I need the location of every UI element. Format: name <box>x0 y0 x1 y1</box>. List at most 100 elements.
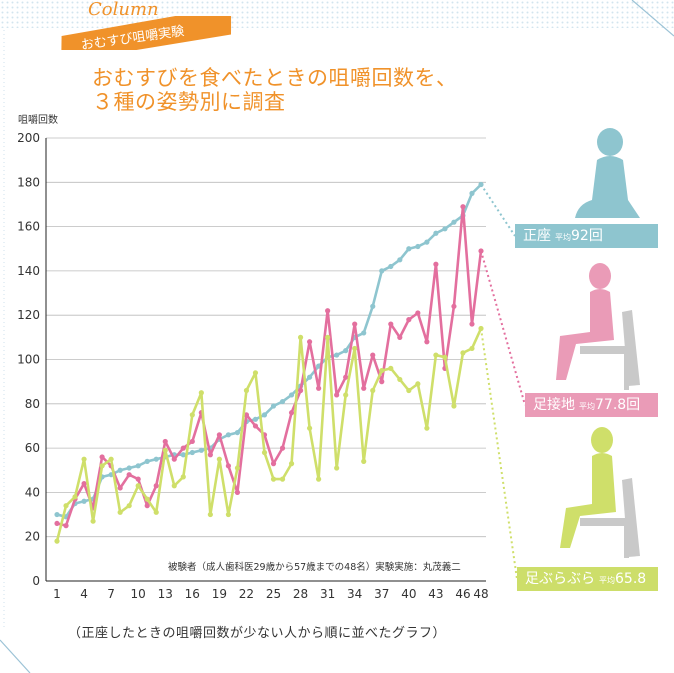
y-tick-label: 120 <box>17 308 40 322</box>
column-badge: おむすび咀嚼実験 <box>61 16 232 50</box>
bura-connector <box>480 328 518 580</box>
y-tick-label: 140 <box>17 264 40 278</box>
data-point <box>288 461 295 467</box>
x-tick-label: 1 <box>53 587 61 601</box>
data-point <box>388 263 394 270</box>
column-script-text: Column <box>88 0 159 20</box>
x-tick-label: 7 <box>107 587 115 601</box>
data-point <box>207 511 213 518</box>
headline-line2: ３種の姿勢別に調査 <box>92 90 286 114</box>
data-point <box>370 387 376 394</box>
data-point <box>325 334 331 340</box>
data-point <box>424 239 430 245</box>
data-point <box>81 456 87 462</box>
data-point <box>189 449 195 456</box>
data-point <box>306 339 313 345</box>
data-point <box>415 381 421 387</box>
bura-average-tag: 足ぶらぶら 平均65.8回 <box>517 567 658 613</box>
data-point <box>216 432 222 438</box>
data-point <box>225 463 232 469</box>
data-point <box>451 303 457 309</box>
data-point <box>126 503 132 509</box>
x-tick-label: 22 <box>239 587 254 601</box>
data-point <box>252 416 259 422</box>
data-point <box>90 518 96 524</box>
data-point <box>279 445 286 451</box>
data-point <box>460 350 466 356</box>
seiza-connector <box>480 183 516 237</box>
data-point <box>415 243 421 250</box>
data-point <box>117 467 123 473</box>
data-point <box>297 334 304 340</box>
data-point <box>234 429 241 436</box>
data-point <box>216 456 222 462</box>
data-point <box>379 268 385 274</box>
data-point <box>334 352 340 358</box>
data-point <box>433 230 439 236</box>
data-point <box>433 261 439 267</box>
y-tick-label: 160 <box>17 220 40 234</box>
data-point <box>469 321 475 327</box>
data-point <box>379 379 385 385</box>
bura-avg-label: 平均 <box>599 576 615 585</box>
data-point <box>180 445 186 451</box>
data-point <box>334 392 340 398</box>
data-point <box>144 496 150 502</box>
data-point <box>406 387 412 394</box>
data-point <box>343 374 349 380</box>
x-tick-label: 31 <box>320 587 335 601</box>
seiza-figure-icon <box>575 128 640 218</box>
seiza-name: 正座 <box>523 228 551 244</box>
y-tick-label: 40 <box>25 485 40 499</box>
footnote: 被験者（成人歯科医29歳から57歳までの48名）実験実施：丸茂義二 <box>168 562 461 573</box>
data-point <box>117 485 123 491</box>
data-point <box>469 345 475 352</box>
corner-line <box>631 0 674 37</box>
y-axis-label: 咀嚼回数 <box>18 115 58 126</box>
data-point <box>81 480 87 487</box>
data-point <box>108 456 114 462</box>
data-point <box>279 398 286 405</box>
headline-line1: おむすびを食べたときの咀嚼回数を、 <box>92 66 458 90</box>
data-point <box>162 447 168 453</box>
data-point <box>99 454 105 460</box>
data-point <box>252 423 259 429</box>
data-point <box>54 520 60 527</box>
data-point <box>99 463 105 469</box>
x-tick-label: 48 <box>473 587 488 601</box>
data-point <box>370 303 376 309</box>
data-point <box>171 456 177 462</box>
y-tick-label: 80 <box>25 397 40 411</box>
y-tick-label: 180 <box>17 175 40 189</box>
data-point <box>54 511 60 518</box>
data-point <box>352 321 358 327</box>
data-point <box>225 432 232 438</box>
chart-caption: （正座したときの咀嚼回数が少ない人から順に並べたグラフ） <box>68 626 447 641</box>
data-point <box>316 385 322 391</box>
bura-figure-icon <box>560 427 616 548</box>
x-tick-label: 28 <box>293 587 308 601</box>
data-point <box>288 410 295 416</box>
seiza-avg-value: 92回 <box>571 228 603 244</box>
data-point <box>252 370 259 376</box>
data-point <box>144 503 150 509</box>
seiza-average-tag: 正座 平均92回 <box>515 224 658 248</box>
data-point <box>117 509 123 515</box>
data-point <box>451 403 457 409</box>
dotted-band <box>0 0 674 28</box>
bura-name: 足ぶらぶら <box>525 571 595 587</box>
data-point <box>306 374 313 380</box>
y-tick-label: 100 <box>17 353 40 367</box>
sokuchi-average-tag: 足接地 平均77.8回 <box>525 393 658 417</box>
data-point <box>442 354 448 360</box>
data-point <box>388 321 394 327</box>
data-point <box>126 472 132 478</box>
x-tick-label: 37 <box>374 587 389 601</box>
data-point <box>343 392 349 398</box>
data-point <box>135 476 141 482</box>
data-point <box>162 438 168 445</box>
x-tick-label: 10 <box>131 587 146 601</box>
